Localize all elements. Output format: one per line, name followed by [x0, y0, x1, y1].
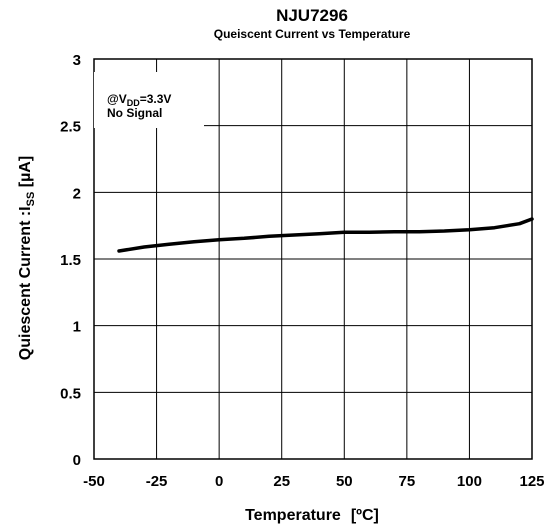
y-tick-labels: 0 0.5 1 1.5 2 2.5 3 [60, 52, 81, 469]
y-axis-label: Quiescent Current :ISS [µA] [17, 156, 37, 360]
x-tick-label: -25 [146, 473, 168, 490]
x-tick-labels: -50 -25 0 25 50 75 100 125 [83, 473, 544, 490]
annotation-box [94, 72, 204, 128]
x-tick-label: 125 [519, 473, 544, 490]
y-tick-label: 1.5 [60, 252, 81, 269]
y-axis-label-subscript: SS [25, 192, 37, 207]
annotation-suffix: =3.3V [140, 92, 172, 106]
annotation-signal: No Signal [107, 106, 162, 120]
x-tick-label: 25 [273, 473, 290, 490]
x-tick-label: 100 [457, 473, 482, 490]
x-axis-label: Temperature [ºC] [245, 507, 379, 524]
y-tick-label: 1 [73, 319, 81, 336]
x-tick-label: 75 [399, 473, 416, 490]
x-axis-label-text: Temperature [245, 507, 341, 524]
grid [93, 58, 533, 460]
y-tick-label: 2.5 [60, 119, 81, 136]
y-axis-label-unit: [µA] [17, 156, 34, 192]
annotation-subscript: DD [127, 98, 140, 108]
x-tick-label: -50 [83, 473, 105, 490]
annotation-prefix: @V [107, 92, 127, 106]
annotation-condition: @VDD=3.3V [107, 92, 171, 108]
y-tick-label: 0 [73, 452, 81, 469]
y-tick-label: 2 [73, 185, 81, 202]
series-line [117, 217, 534, 253]
chart-title: NJU7296 [276, 6, 348, 25]
y-tick-label: 3 [73, 52, 81, 69]
x-tick-label: 0 [215, 473, 223, 490]
y-tick-label: 0.5 [60, 385, 81, 402]
x-axis-label-unit: [ºC] [351, 507, 379, 524]
y-axis-label-text: Quiescent Current :I [17, 206, 34, 360]
x-tick-label: 50 [336, 473, 353, 490]
plot-area [93, 58, 533, 460]
series-layer [117, 217, 534, 253]
chart-subtitle: Queiscent Current vs Temperature [214, 27, 411, 41]
